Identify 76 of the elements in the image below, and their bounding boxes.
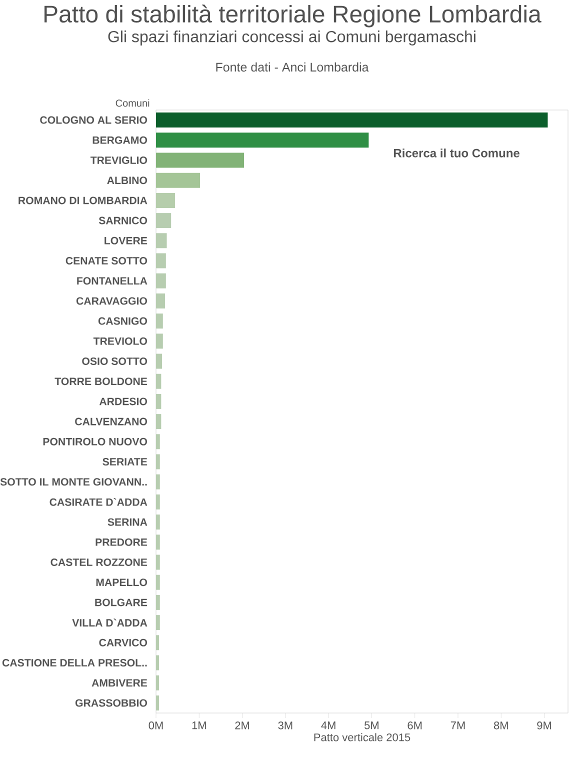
y-tick-label: VILLA D`ADDA [72, 618, 148, 626]
x-tick-label: 6M [408, 722, 422, 730]
bar [156, 635, 160, 650]
x-tick-label: 8M [494, 722, 508, 730]
bar [156, 112, 548, 128]
x-tick-label: 9M [537, 722, 552, 730]
bar [156, 233, 167, 248]
y-tick-label: GRASSOBBIO [75, 699, 148, 707]
source-note: Fonte dati - Anci Lombardia [216, 62, 369, 72]
x-tick-label: 7M [450, 722, 465, 730]
bar [156, 152, 244, 168]
bar [156, 554, 160, 570]
y-tick-label: COLOGNO AL SERIO [40, 116, 148, 124]
y-tick-label: CENATE SOTTO [66, 257, 148, 265]
y-tick-label: SARNICO [98, 216, 148, 224]
y-tick-label: AMBIVERE [92, 679, 148, 687]
bar [156, 132, 369, 148]
bar [156, 615, 160, 630]
bar [156, 293, 166, 308]
x-tick-label: 1M [192, 722, 206, 730]
bar [156, 534, 160, 550]
x-tick-label: 0M [148, 722, 163, 730]
annotation: Ricerca il tuo Comune [394, 148, 520, 158]
y-tick-label: TREVIOLO [93, 337, 148, 345]
y-tick-label: SOTTO IL MONTE GIOVANN.. [0, 478, 147, 486]
x-tick-label: 2M [235, 722, 250, 730]
bar [156, 695, 160, 710]
y-tick-label: ARDESIO [99, 398, 148, 406]
bar [156, 394, 162, 409]
y-tick-label: ALBINO [107, 176, 148, 184]
y-tick-label: OSIO SOTTO [82, 358, 148, 366]
bar [156, 374, 162, 389]
bar [156, 494, 160, 510]
bar [156, 253, 166, 268]
bar [156, 273, 166, 288]
y-tick-label: CARAVAGGIO [76, 297, 148, 305]
y-tick-label: CALVENZANO [75, 418, 148, 426]
y-tick-label: CASIRATE D`ADDA [50, 498, 148, 506]
bar [156, 354, 162, 369]
bar [156, 655, 160, 670]
y-tick-label: BERGAMO [92, 136, 148, 144]
y-axis-title: Comuni [116, 99, 150, 107]
y-tick-label: ROMANO DI LOMBARDIA [18, 196, 148, 204]
bar [156, 213, 172, 228]
bar [156, 172, 200, 188]
y-tick-label: SERIATE [102, 458, 148, 466]
x-tick-label: 4M [321, 722, 336, 730]
bar [156, 314, 163, 329]
bar [156, 192, 175, 208]
bar [156, 334, 163, 349]
bar [156, 414, 162, 430]
bar [156, 675, 160, 690]
bar [156, 474, 160, 490]
y-tick-label: CARVICO [99, 638, 148, 646]
y-tick-label: MAPELLO [96, 578, 148, 586]
y-tick-label: FONTANELLA [77, 277, 148, 285]
bar [156, 514, 160, 530]
x-axis-title: Patto verticale 2015 [314, 733, 410, 742]
chart-title: Patto di stabilità territoriale Regione Lombardia [44, 4, 542, 28]
bar [156, 434, 160, 450]
x-tick-label: 5M [364, 722, 378, 730]
y-tick-label: CASNIGO [98, 317, 148, 325]
y-tick-label: TORRE BOLDONE [54, 378, 148, 386]
y-tick-label: PREDORE [96, 538, 148, 546]
bar [156, 454, 160, 470]
chart-subtitle: Gli spazi finanziari concessi ai Comuni bergamaschi [108, 30, 476, 46]
y-tick-label: CASTEL ROZZONE [50, 558, 148, 566]
x-tick-label: 3M [278, 722, 292, 730]
y-tick-label: PONTIROLO NUOVO [43, 438, 148, 446]
y-tick-label: TREVIGLIO [90, 156, 148, 164]
y-tick-label: BOLGARE [95, 598, 148, 606]
y-tick-label: SERINA [108, 518, 148, 526]
y-tick-label: LOVERE [104, 236, 148, 244]
bar [156, 574, 160, 590]
y-tick-label: CASTIONE DELLA PRESOL.. [2, 659, 147, 667]
bar [156, 594, 160, 610]
